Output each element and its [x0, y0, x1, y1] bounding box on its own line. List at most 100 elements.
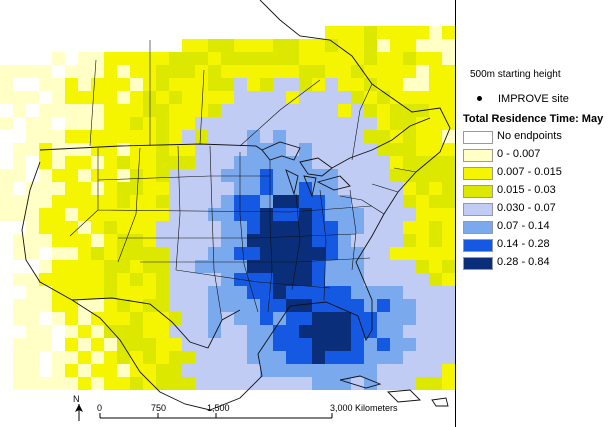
- grid-cell: [325, 286, 338, 299]
- grid-cell: [91, 143, 104, 156]
- scale-tick-1500: 1,500: [207, 403, 230, 413]
- grid-cell: [234, 195, 247, 208]
- grid-cell: [208, 52, 221, 65]
- grid-cell: [403, 130, 416, 143]
- grid-cell: [78, 52, 91, 65]
- grid-cell: [442, 156, 455, 169]
- grid-cell: [143, 169, 156, 182]
- grid-cell: [338, 208, 351, 221]
- grid-cell: [442, 299, 455, 312]
- grid-cell: [65, 169, 78, 182]
- grid-cell: [377, 26, 390, 39]
- grid-cell: [78, 312, 91, 325]
- grid-cell: [286, 312, 299, 325]
- grid-cell: [208, 130, 221, 143]
- grid-cell: [65, 351, 78, 364]
- grid-cell: [442, 78, 455, 91]
- grid-cell: [351, 286, 364, 299]
- grid-cell: [234, 156, 247, 169]
- grid-cell: [429, 338, 442, 351]
- grid-cell: [65, 273, 78, 286]
- grid-cell: [442, 52, 455, 65]
- grid-cell: [286, 117, 299, 130]
- grid-cell: [65, 143, 78, 156]
- grid-cell: [299, 234, 312, 247]
- grid-cell: [182, 195, 195, 208]
- grid-cell: [273, 39, 286, 52]
- grid-cell: [442, 364, 455, 377]
- grid-cell: [221, 130, 234, 143]
- grid-cell: [338, 91, 351, 104]
- grid-cell: [325, 234, 338, 247]
- grid-cell: [442, 247, 455, 260]
- grid-cell: [143, 52, 156, 65]
- residence-time-map[interactable]: [0, 0, 455, 427]
- grid-cell: [273, 351, 286, 364]
- grid-cell: [195, 234, 208, 247]
- grid-cell: [351, 325, 364, 338]
- grid-cell: [312, 286, 325, 299]
- grid-cell: [104, 338, 117, 351]
- grid-cell: [403, 286, 416, 299]
- grid-cell: [182, 78, 195, 91]
- grid-cell: [52, 208, 65, 221]
- grid-cell: [39, 156, 52, 169]
- grid-cell: [156, 221, 169, 234]
- legend-swatch-0: [463, 131, 493, 144]
- grid-cell: [312, 351, 325, 364]
- grid-cell: [403, 234, 416, 247]
- grid-cell: [91, 234, 104, 247]
- grid-cell: [364, 130, 377, 143]
- grid-cell: [143, 351, 156, 364]
- grid-cell: [403, 312, 416, 325]
- grid-cell: [312, 260, 325, 273]
- grid-cell: [91, 247, 104, 260]
- grid-cell: [286, 247, 299, 260]
- grid-cell: [130, 221, 143, 234]
- grid-cell: [364, 182, 377, 195]
- grid-cell: [169, 208, 182, 221]
- grid-cell: [234, 117, 247, 130]
- grid-cell: [169, 260, 182, 273]
- grid-cell: [364, 247, 377, 260]
- grid-cell: [442, 39, 455, 52]
- grid-cell: [390, 78, 403, 91]
- grid-cell: [78, 130, 91, 143]
- grid-cell: [169, 338, 182, 351]
- grid-cell: [156, 156, 169, 169]
- grid-cell: [143, 65, 156, 78]
- grid-cell: [312, 247, 325, 260]
- grid-cell: [78, 195, 91, 208]
- grid-cell: [195, 143, 208, 156]
- grid-cell: [299, 377, 312, 390]
- grid-cell: [299, 312, 312, 325]
- grid-cell: [442, 351, 455, 364]
- grid-cell: [26, 325, 39, 338]
- starting-height-label: 500m starting height: [470, 69, 561, 80]
- grid-cell: [104, 52, 117, 65]
- grid-cell: [286, 104, 299, 117]
- grid-cell: [429, 104, 442, 117]
- grid-cell: [104, 130, 117, 143]
- grid-cell: [351, 338, 364, 351]
- grid-cell: [156, 65, 169, 78]
- grid-cell: [104, 169, 117, 182]
- grid-cell: [390, 364, 403, 377]
- grid-cell: [156, 117, 169, 130]
- grid-cell: [286, 91, 299, 104]
- grid-cell: [156, 195, 169, 208]
- grid-cell: [130, 91, 143, 104]
- grid-cell: [52, 182, 65, 195]
- grid-cell: [312, 91, 325, 104]
- grid-cell: [338, 182, 351, 195]
- grid-cell: [78, 78, 91, 91]
- grid-cell: [13, 195, 26, 208]
- grid-cell: [156, 182, 169, 195]
- grid-cell: [364, 26, 377, 39]
- grid-cell: [312, 78, 325, 91]
- grid-cell: [221, 52, 234, 65]
- grid-cell: [390, 169, 403, 182]
- grid-cell: [364, 273, 377, 286]
- legend-label-0: No endpoints: [497, 130, 562, 142]
- grid-cell: [13, 273, 26, 286]
